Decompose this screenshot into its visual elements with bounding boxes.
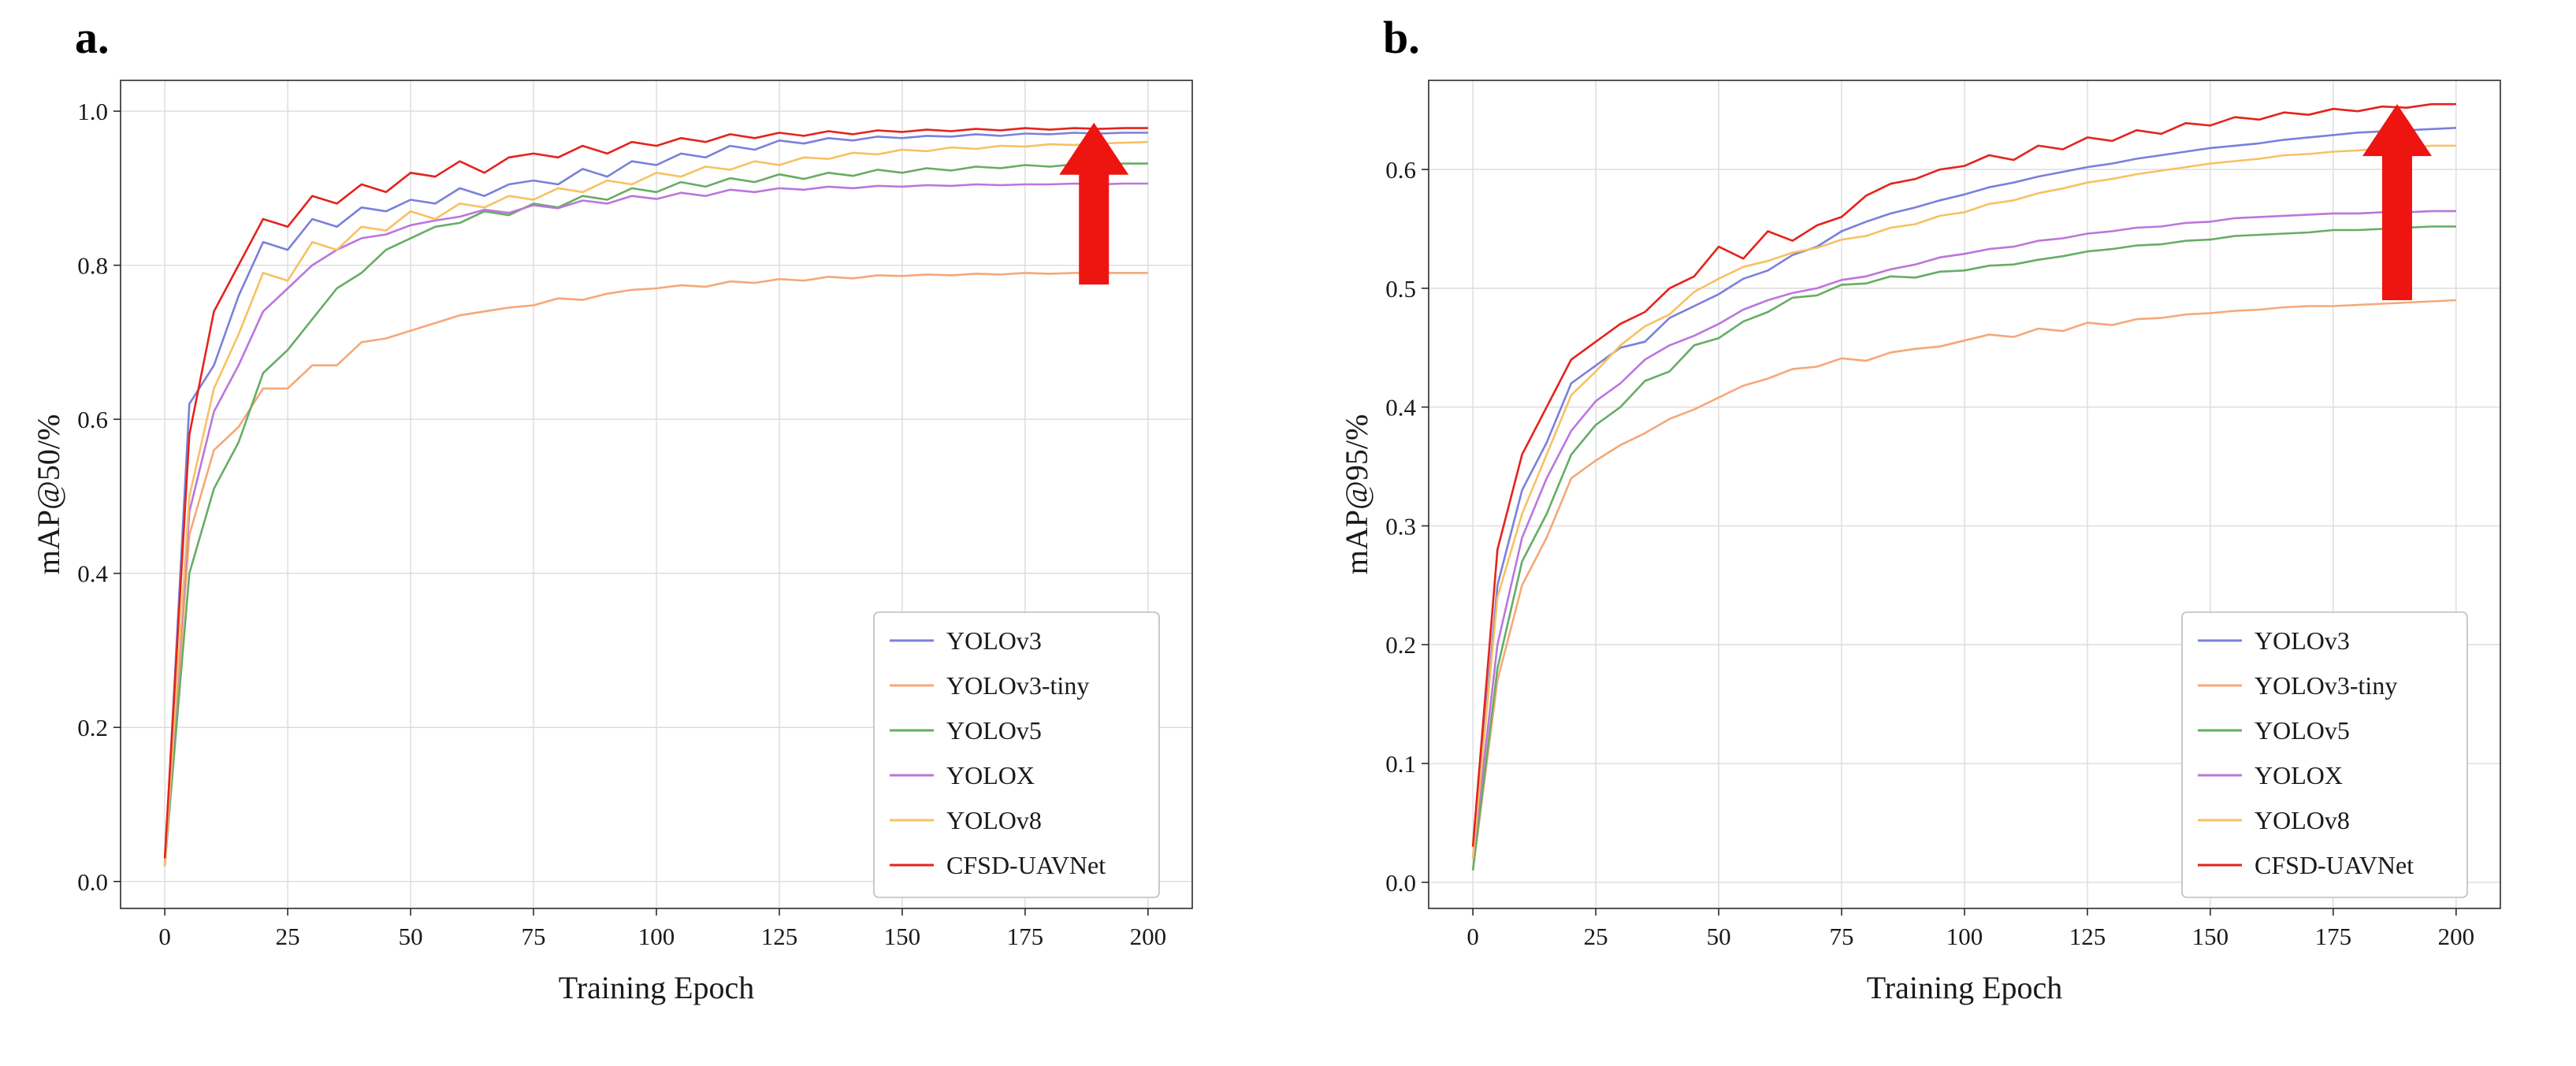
x-axis-title: Training Epoch	[559, 970, 755, 1005]
legend-label: YOLOX	[2254, 761, 2343, 789]
x-tick-label: 125	[2069, 923, 2106, 950]
legend-label: CFSD-UAVNet	[2254, 851, 2414, 879]
x-tick-label: 25	[276, 923, 300, 950]
y-tick-label: 0.3	[1385, 512, 1416, 540]
x-tick-label: 25	[1584, 923, 1608, 950]
legend-label: YOLOv5	[946, 716, 1042, 745]
series-line-cfsd-uavnet	[1471, 102, 2456, 847]
legend-label: YOLOv5	[2254, 716, 2350, 745]
series-line-yolov3	[163, 132, 1148, 867]
x-tick-label: 50	[399, 923, 423, 950]
x-tick-label: 175	[1007, 923, 1044, 950]
x-tick-label: 0	[1466, 923, 1479, 950]
series-line-yolov3-tiny	[1471, 299, 2456, 871]
series-line-yolox	[163, 182, 1148, 867]
legend-label: YOLOv3-tiny	[946, 671, 1089, 700]
panel-a: a. 0 25 50 75 100 125 150 175 200 0.0 0.2 0.4 0.6 0.8…	[28, 8, 1217, 1028]
legend-label: YOLOv8	[2254, 806, 2350, 834]
series-line-yolov8	[1471, 144, 2456, 859]
y-tick-label: 0.1	[1385, 750, 1416, 778]
x-tick-label: 200	[2438, 923, 2475, 950]
improvement-arrow	[2362, 104, 2432, 300]
panel-a-label: a.	[75, 12, 110, 63]
x-tick-label: 200	[1130, 923, 1167, 950]
legend-label: CFSD-UAVNet	[946, 851, 1106, 879]
legend-label: YOLOv3	[946, 626, 1042, 655]
chart-a-svg: 0 25 50 75 100 125 150 175 200 0.0 0.2 0.4 0.6 0.8 1.0…	[31, 80, 1193, 1005]
y-tick-label: 0.5	[1385, 275, 1416, 303]
legend-box	[873, 611, 1160, 898]
x-tick-label: 150	[884, 923, 921, 950]
panel-b: b. 0 25 50 75 100 125 150 175 200 0.0 0.1 0.2 0.3 0.4…	[1336, 8, 2526, 1028]
chart-b-svg: 0 25 50 75 100 125 150 175 200 0.0 0.1 0.2 0.3 0.4 0.5…	[1339, 80, 2501, 1005]
legend-label: YOLOv8	[946, 806, 1042, 834]
y-tick-label: 0.0	[77, 868, 108, 896]
panel-b-label: b.	[1383, 12, 1420, 63]
figure: a. 0 25 50 75 100 125 150 175 200 0.0 0.2 0.4 0.6 0.8…	[28, 8, 2526, 1028]
y-tick-label: 0.6	[77, 406, 108, 433]
y-tick-label: 0.8	[77, 252, 108, 280]
legend-label: YOLOv3	[2254, 626, 2350, 655]
y-tick-label: 0.4	[1385, 394, 1416, 422]
series-line-cfsd-uavnet	[163, 127, 1148, 859]
y-tick-label: 1.0	[77, 98, 108, 125]
x-tick-label: 100	[638, 923, 675, 950]
series-line-yolov5	[163, 162, 1148, 867]
series-line-yolox	[1471, 210, 2456, 859]
y-tick-label: 0.2	[77, 714, 108, 741]
legend-label: YOLOX	[946, 761, 1035, 789]
x-tick-label: 50	[1707, 923, 1731, 950]
series-line-yolov3-tiny	[163, 272, 1148, 867]
x-tick-label: 0	[158, 923, 171, 950]
series-line-yolov5	[1471, 225, 2456, 871]
legend-box	[2181, 611, 2468, 898]
x-tick-label: 75	[1830, 923, 1854, 950]
y-tick-label: 0.6	[1385, 156, 1416, 184]
y-tick-label: 0.0	[1385, 869, 1416, 897]
x-tick-label: 100	[1946, 923, 1983, 950]
y-tick-label: 0.2	[1385, 631, 1416, 659]
x-axis-title: Training Epoch	[1867, 970, 2063, 1005]
y-axis-title: mAP@95/%	[1339, 414, 1374, 575]
x-tick-label: 75	[522, 923, 546, 950]
legend-label: YOLOv3-tiny	[2254, 671, 2397, 700]
x-tick-label: 175	[2315, 923, 2352, 950]
series-line-yolov8	[163, 140, 1148, 867]
improvement-arrow	[1059, 122, 1129, 285]
x-tick-label: 150	[2192, 923, 2229, 950]
y-tick-label: 0.4	[77, 560, 108, 588]
y-axis-title: mAP@50/%	[31, 414, 66, 575]
x-tick-label: 125	[761, 923, 798, 950]
series-line-yolov3	[1471, 127, 2456, 859]
